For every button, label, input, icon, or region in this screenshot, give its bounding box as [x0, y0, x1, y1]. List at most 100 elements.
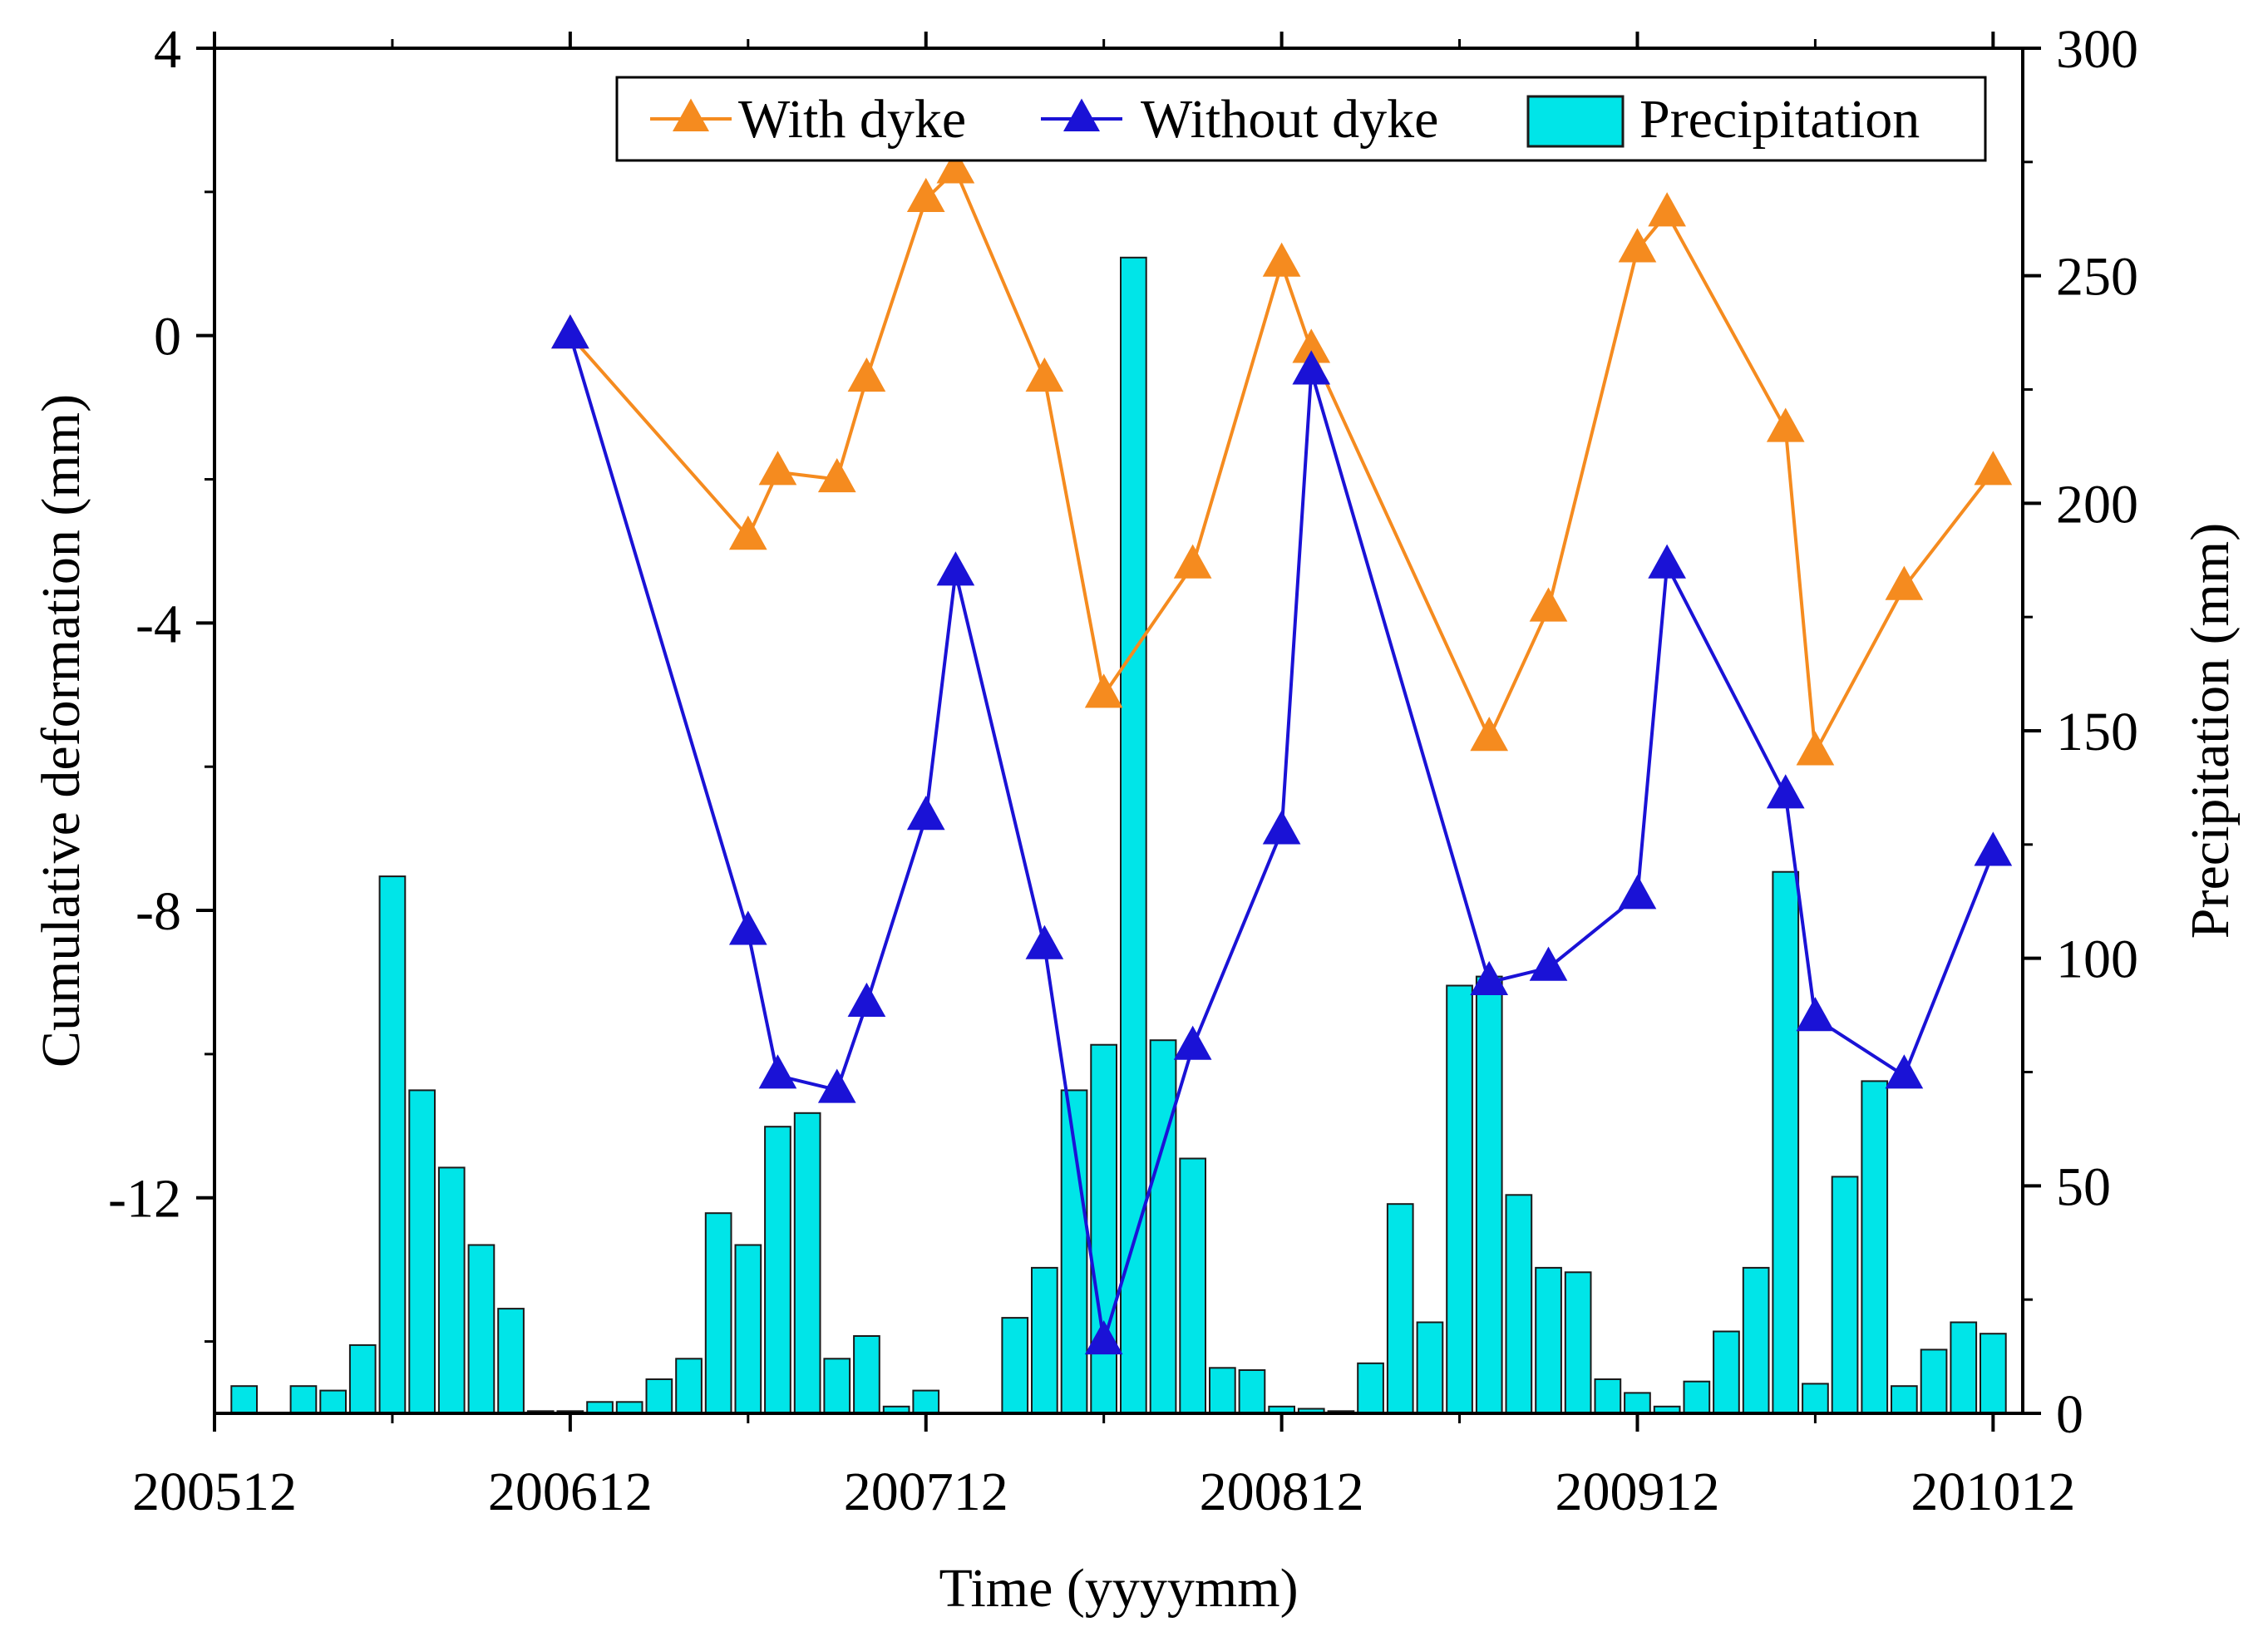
legend-without-dyke-label: Without dyke [1141, 89, 1438, 150]
x-tick-label: 201012 [1911, 1462, 2075, 1522]
precipitation-bar [1950, 1321, 1978, 1414]
x-tick-label: 200912 [1555, 1462, 1719, 1522]
legend-without-dyke-triangle-icon [1063, 98, 1100, 132]
without-dyke-point [758, 1054, 797, 1089]
with-dyke-point [1470, 717, 1509, 752]
y-right-tick-label: 200 [2056, 474, 2138, 535]
precipitation-bar [615, 1401, 643, 1415]
without-dyke-point [817, 1068, 856, 1103]
y-left-tick-label: -8 [136, 881, 181, 942]
y-right-tick-label: 0 [2056, 1384, 2083, 1445]
precipitation-bar [1742, 1266, 1770, 1415]
precipitation-bar [230, 1385, 258, 1414]
y-right-tick-label: 50 [2056, 1156, 2111, 1217]
without-dyke-point [1292, 350, 1331, 385]
with-dyke-point [936, 149, 975, 184]
without-dyke-point [847, 982, 886, 1017]
x-tick-label: 200612 [488, 1462, 653, 1522]
precipitation-bar [853, 1335, 880, 1414]
precipitation-bar [1386, 1203, 1414, 1414]
without-dyke-point [936, 551, 975, 586]
with-dyke-point [758, 451, 797, 486]
without-dyke-point [906, 796, 945, 831]
with-dyke-point [847, 357, 886, 392]
precipitation-bar [1357, 1362, 1384, 1415]
y-left-tick-label: -4 [136, 594, 181, 654]
precipitation-bar [1594, 1378, 1622, 1414]
precipitation-bar [1831, 1176, 1859, 1415]
with-dyke-point [1648, 192, 1686, 227]
deformation-series [551, 149, 2013, 1355]
axes: 200512 200612 200712 200812 200912 201012 -12 -… [108, 19, 2138, 1522]
precipitation-bar [1416, 1321, 1444, 1414]
without-dyke-point [1025, 924, 1064, 959]
with-dyke-point [1885, 565, 1924, 600]
precipitation-bar [1238, 1369, 1266, 1414]
precipitation-bar [1179, 1157, 1207, 1414]
x-tick-label: 200712 [844, 1462, 1008, 1522]
without-dyke-point [1796, 997, 1835, 1032]
with-dyke-point [817, 457, 856, 493]
y-right-tick-label: 250 [2056, 247, 2138, 308]
x-tick-label: 200512 [132, 1462, 297, 1522]
with-dyke-line [569, 168, 1994, 754]
precipitation-bar [1446, 984, 1473, 1414]
precipitation-bar [675, 1358, 703, 1415]
precipitation-bar [645, 1378, 673, 1414]
with-dyke-point [1262, 242, 1301, 277]
with-dyke-point [1084, 673, 1123, 708]
precipitation-bar [1683, 1380, 1711, 1414]
precipitation-bar [1031, 1266, 1058, 1415]
precipitation-bar [764, 1126, 791, 1414]
y-left-tick-label: -12 [108, 1169, 181, 1230]
y-left-tick-label: 0 [154, 307, 181, 367]
without-dyke-point [1262, 810, 1301, 845]
y-axis-left-title: Cumulative deformation (mm) [31, 394, 91, 1067]
precipitation-bar [1980, 1333, 2007, 1414]
x-tick-label: 200812 [1200, 1462, 1364, 1522]
precipitation-bar [497, 1308, 525, 1414]
without-dyke-point [1648, 544, 1686, 579]
precipitation-bar [289, 1385, 318, 1414]
x-axis-title: Time (yyyymm) [939, 1558, 1298, 1619]
legend-precipitation-label: Precipitation [1639, 89, 1920, 150]
precipitation-bar [586, 1401, 614, 1415]
precipitation-bar [1001, 1317, 1029, 1414]
without-dyke-point [1470, 960, 1509, 996]
with-dyke-point [1529, 587, 1568, 622]
without-dyke-point [1618, 875, 1657, 910]
with-dyke-point [728, 515, 767, 550]
precipitation-bar [823, 1358, 851, 1415]
precipitation-bar [1802, 1383, 1829, 1415]
with-dyke-point [1618, 228, 1657, 263]
precipitation-bar [1475, 975, 1503, 1414]
without-dyke-line [568, 335, 1995, 1344]
legend-with-dyke-triangle-icon [673, 98, 709, 132]
y-left-tick-label: 4 [154, 19, 181, 80]
legend-precipitation-swatch [1526, 95, 1625, 148]
with-dyke-point [1173, 544, 1212, 579]
precipitation-bar [1772, 870, 1800, 1414]
precipitation-bars [230, 256, 2007, 1415]
without-dyke-point [1974, 831, 2013, 866]
y-right-tick-label: 150 [2056, 702, 2138, 762]
without-dyke-point [1529, 946, 1568, 981]
precipitation-bar [1505, 1194, 1533, 1415]
precipitation-bar [1713, 1330, 1740, 1414]
without-dyke-point [1766, 774, 1805, 809]
precipitation-bar [793, 1112, 821, 1415]
precipitation-bar [1624, 1392, 1651, 1415]
with-dyke-point [1025, 357, 1064, 392]
precipitation-bar [1535, 1266, 1562, 1415]
without-dyke-point [1173, 1025, 1212, 1060]
precipitation-bar [378, 875, 407, 1414]
precipitation-bar [1149, 1039, 1177, 1414]
precipitation-bar [408, 1089, 436, 1415]
precipitation-bar [704, 1212, 732, 1414]
precipitation-bar [348, 1344, 377, 1415]
with-dyke-point [1766, 407, 1805, 442]
with-dyke-point [1796, 731, 1835, 766]
precipitation-bar [1891, 1385, 1918, 1414]
precipitation-bar [1209, 1367, 1236, 1415]
without-dyke-point [1084, 1319, 1123, 1355]
